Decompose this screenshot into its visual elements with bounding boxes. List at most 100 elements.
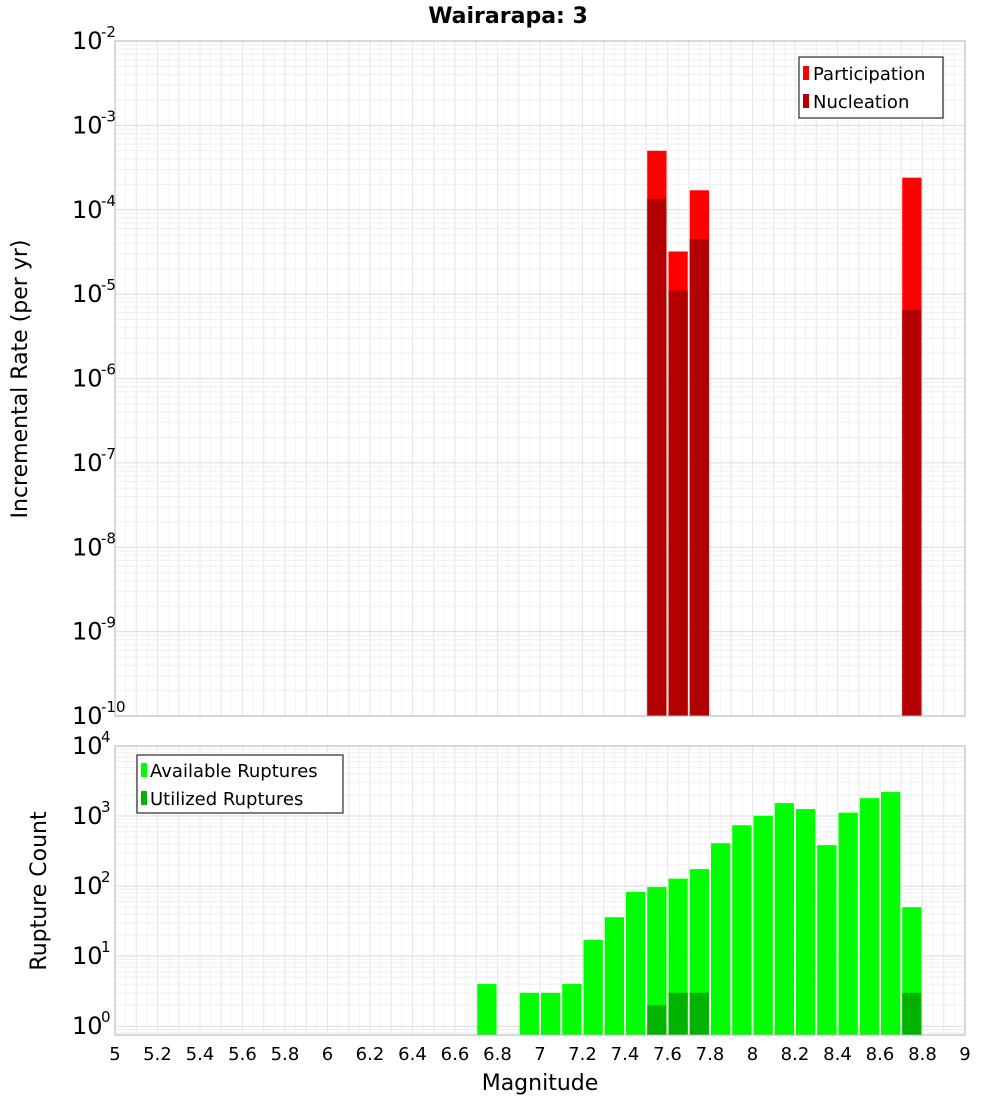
x-tick-label: 7.2: [568, 1044, 597, 1065]
top-plot-border: [114, 40, 966, 717]
top-y-tick-base: 10: [72, 280, 103, 308]
bottom-y-tick-base: 10: [72, 1012, 103, 1040]
top-y-tick-base: 10: [72, 365, 103, 393]
x-tick-label: 9: [959, 1044, 970, 1065]
bottom-plot-border: [114, 745, 966, 1036]
x-axis-label: Magnitude: [482, 1071, 599, 1096]
bottom-bar-available-ruptures: [519, 992, 539, 1035]
x-tick-label: 5: [109, 1044, 120, 1065]
x-tick-label: 8.6: [866, 1044, 895, 1065]
legend-swatch-nucleation: [803, 94, 809, 108]
top-y-tick-base: 10: [72, 702, 103, 730]
bottom-y-tick-exp: 3: [101, 798, 111, 816]
bottom-bar-utilized-ruptures: [647, 1005, 667, 1035]
bottom-bar-available-ruptures: [647, 887, 667, 1035]
bottom-y-tick-exp: 2: [101, 868, 111, 886]
top-gridlines: [114, 41, 966, 717]
top-y-tick-base: 10: [72, 196, 103, 224]
top-y-tick-base: 10: [72, 27, 103, 55]
legend-label-participation: Participation: [813, 64, 925, 85]
bottom-bar-available-ruptures: [753, 815, 773, 1035]
top-y-tick-exp: -9: [101, 614, 116, 632]
bottom-bar-available-ruptures: [838, 812, 858, 1035]
top-y-tick-exp: -6: [101, 361, 116, 379]
top-y-tick-exp: -8: [101, 529, 116, 547]
x-tick-labels: 5 5.2 5.4 5.6 5.8 6 6.2 6.4 6.6 6.8 7 7.2 7.4 7.6 7.8 8…: [109, 1044, 970, 1065]
x-tick-label: 5.4: [186, 1044, 215, 1065]
top-y-axis-label: Incremental Rate (per yr): [8, 240, 33, 519]
top-bar-nucleation: [668, 290, 688, 716]
legend-label-available-ruptures: Available Ruptures: [150, 761, 318, 782]
chart-title: Wairarapa: 3: [428, 4, 588, 29]
x-tick-label: 8: [747, 1044, 758, 1065]
x-tick-label: 7.8: [696, 1044, 725, 1065]
x-tick-label: 7: [534, 1044, 545, 1065]
legend-swatch-available-ruptures: [141, 763, 147, 777]
x-tick-label: 6: [322, 1044, 333, 1065]
top-legend: Participation Nucleation: [798, 56, 944, 119]
top-bar-nucleation: [689, 239, 709, 716]
bottom-y-tick-exp: 1: [101, 938, 111, 956]
bottom-bar-available-ruptures: [583, 940, 603, 1035]
top-plot-panel: 10-210-310-410-510-610-710-810-910-10 In…: [8, 23, 966, 730]
bottom-bar-available-ruptures: [541, 992, 561, 1035]
legend-label-utilized-ruptures: Utilized Ruptures: [150, 789, 303, 810]
bottom-y-tick-base: 10: [72, 732, 103, 760]
bottom-y-tick-exp: 0: [101, 1008, 111, 1026]
top-y-tick-exp: -4: [101, 192, 116, 210]
bottom-bar-available-ruptures: [562, 984, 582, 1035]
top-bars: [647, 150, 922, 717]
bottom-bar-utilized-ruptures: [689, 992, 709, 1035]
x-tick-label: 5.2: [143, 1044, 172, 1065]
top-y-tick-base: 10: [72, 618, 103, 646]
bottom-bar-available-ruptures: [626, 891, 646, 1035]
top-bar-nucleation: [647, 198, 667, 717]
x-tick-label: 8.4: [823, 1044, 852, 1065]
bottom-bar-available-ruptures: [477, 984, 497, 1035]
x-tick-label: 5.8: [271, 1044, 300, 1065]
bottom-bar-utilized-ruptures: [668, 992, 688, 1035]
bottom-bar-utilized-ruptures: [902, 992, 922, 1035]
top-legend-box: [798, 56, 944, 119]
bottom-bar-available-ruptures: [796, 809, 816, 1035]
x-tick-label: 7.4: [611, 1044, 640, 1065]
top-y-tick-exp: -10: [101, 698, 126, 716]
legend-swatch-participation: [803, 66, 809, 80]
top-y-tick-base: 10: [72, 111, 103, 139]
x-tick-label: 8.8: [908, 1044, 937, 1065]
bottom-y-tick-exp: 4: [101, 728, 111, 746]
top-y-tick-exp: -3: [101, 107, 116, 125]
top-bar-nucleation: [902, 309, 922, 716]
bottom-bar-available-ruptures: [881, 792, 901, 1035]
bottom-y-tick-base: 10: [72, 802, 103, 830]
bottom-bar-available-ruptures: [817, 845, 837, 1035]
top-y-tick-exp: -5: [101, 276, 116, 294]
x-tick-label: 7.6: [653, 1044, 682, 1065]
x-tick-label: 6.6: [441, 1044, 470, 1065]
top-y-tick-exp: -7: [101, 445, 116, 463]
x-tick-label: 6.8: [483, 1044, 512, 1065]
top-y-tick-labels: 10-210-310-410-510-610-710-810-910-10: [72, 23, 126, 730]
x-tick-label: 6.2: [356, 1044, 385, 1065]
x-tick-label: 8.2: [781, 1044, 810, 1065]
bottom-legend: Available Ruptures Utilized Ruptures: [136, 754, 344, 814]
bottom-y-tick-base: 10: [72, 942, 103, 970]
bottom-bar-available-ruptures: [604, 917, 624, 1035]
bottom-bar-available-ruptures: [774, 803, 794, 1035]
bottom-bar-available-ruptures: [859, 798, 879, 1035]
x-tick-label: 6.4: [398, 1044, 427, 1065]
bottom-y-tick-base: 10: [72, 872, 103, 900]
bottom-y-axis-label: Rupture Count: [27, 811, 52, 971]
top-y-tick-base: 10: [72, 449, 103, 477]
legend-label-nucleation: Nucleation: [813, 92, 909, 113]
top-y-tick-exp: -2: [101, 23, 116, 41]
bottom-bars: [477, 792, 922, 1035]
bottom-legend-box: [136, 754, 344, 814]
bottom-bar-available-ruptures: [732, 825, 752, 1035]
top-y-tick-base: 10: [72, 533, 103, 561]
x-tick-label: 5.6: [228, 1044, 257, 1065]
bottom-bar-available-ruptures: [711, 843, 731, 1035]
